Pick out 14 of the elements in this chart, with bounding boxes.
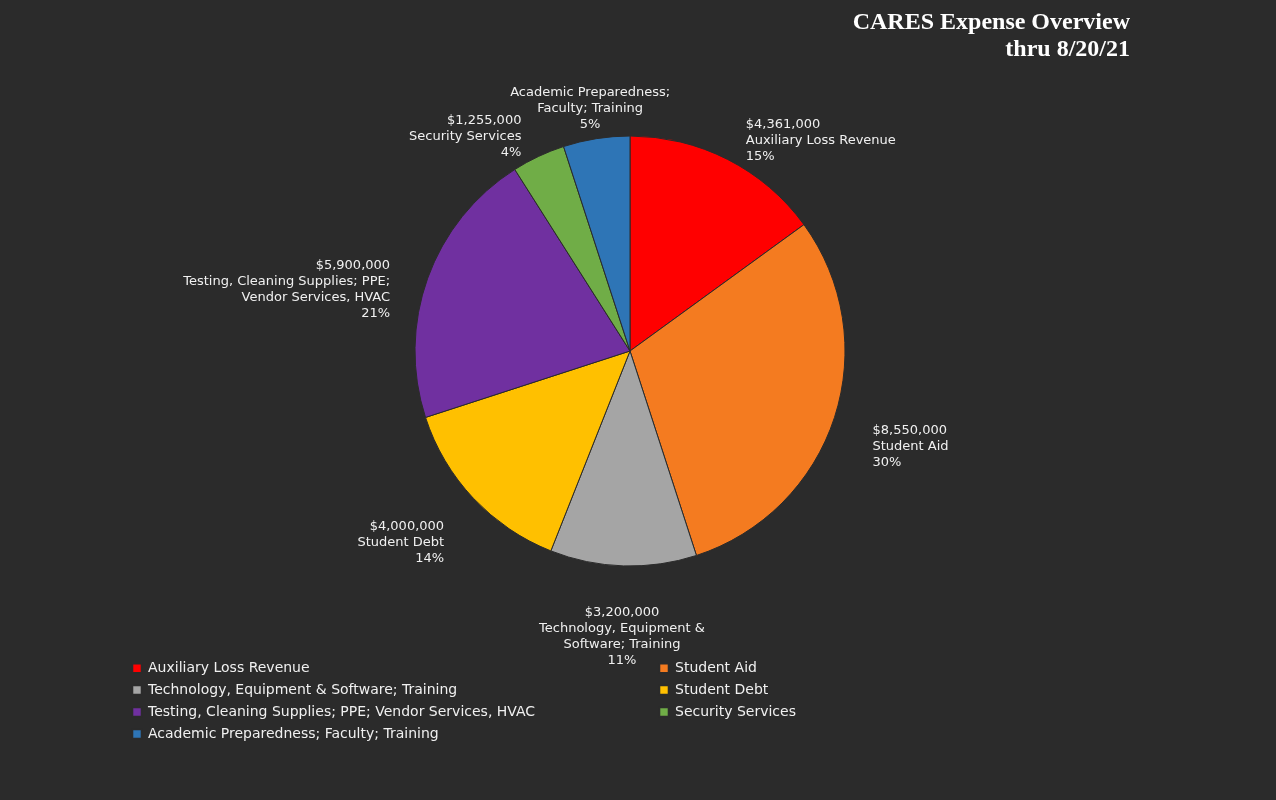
legend-label: Testing, Cleaning Supplies; PPE; Vendor Services, HVAC xyxy=(147,703,536,719)
legend-label: Security Services xyxy=(675,703,796,719)
data-label: $5,900,000 Testing, Cleaning Supplies; PPE; Vendor Services, HVAC 21% xyxy=(182,256,391,320)
text: thru 8/20/21 xyxy=(1005,35,1130,61)
legend-label: Technology, Equipment & Software; Training xyxy=(147,681,458,697)
legend-label: Auxiliary Loss Revenue xyxy=(148,659,310,676)
legend-label: Academic Preparedness; Faculty; Training xyxy=(148,725,439,741)
data-label: $1,255,000 Security Services 4% xyxy=(409,112,522,160)
chart-title: CARES Expense Overview xyxy=(852,8,1131,34)
data-label: $4,000,000 Student Debt 14% xyxy=(357,517,445,565)
legend-label: Student Aid xyxy=(675,659,757,676)
data-label: $4,361,000 Auxiliary Loss Revenue 15% xyxy=(745,115,896,163)
legend-label: Student Debt xyxy=(675,681,769,697)
data-label: $8,550,000 Student Aid 30% xyxy=(872,421,949,469)
